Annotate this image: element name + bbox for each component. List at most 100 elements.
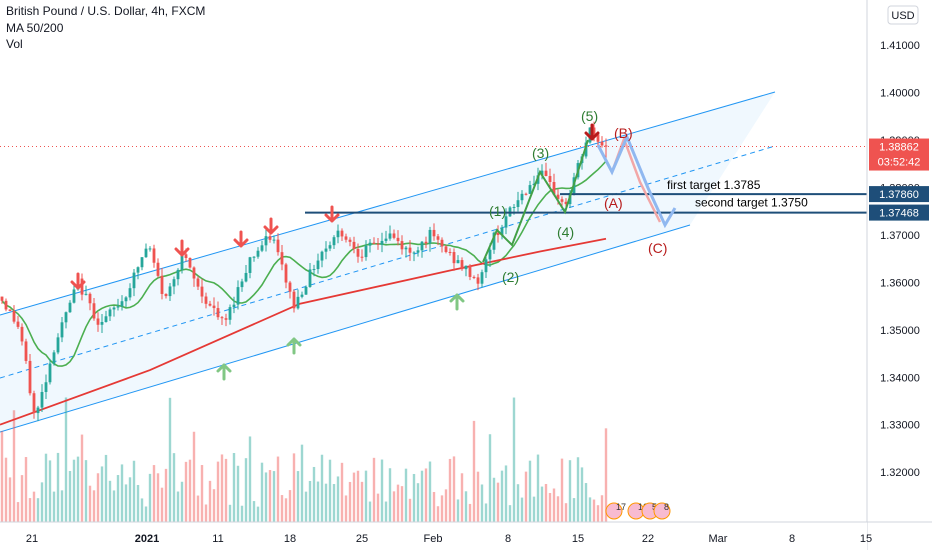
candle-body [592,127,596,135]
candle-body [384,238,388,241]
candle-body [504,216,508,228]
target-price-tag[interactable] [869,186,929,203]
candle-body [532,183,536,186]
volume-bar [336,476,340,522]
down-arrow-icon [584,123,600,141]
volume-bar [168,397,172,522]
candle-body [24,341,28,361]
candle-body [256,250,260,257]
volume-bar [196,495,200,522]
volume-bar [512,397,516,522]
volume-bar [52,491,56,522]
volume-bar [460,473,464,522]
wave-label: (1) [489,203,506,219]
y-tick-label: 1.36000 [880,277,920,289]
candle-body [192,267,196,279]
candle-body [404,247,408,250]
volume-bar [352,472,356,522]
channel-upper-line[interactable] [0,91,776,316]
candle-body [60,322,64,338]
candle-countdown: 03:52:42 [878,157,921,169]
down-arrow-icon [233,230,249,248]
candle-body [104,316,108,323]
candle-body [52,352,56,364]
volume-bar [36,498,40,522]
volume-bar [24,457,28,522]
volume-bar [480,484,484,522]
candle-body [168,286,172,297]
volume-bar [200,465,204,522]
volume-bar [568,460,572,522]
x-tick-label: 2021 [135,533,159,545]
target-price-value: 1.37860 [879,189,919,201]
candle-body [0,296,4,301]
down-arrow-icon [263,217,279,235]
candle-body [48,363,52,383]
currency-button[interactable] [887,5,919,25]
x-tick-label: 18 [284,533,296,545]
candle-body [548,176,552,183]
signal-arrows [70,123,600,381]
volume-bar [76,456,80,522]
candle-body [264,236,268,246]
volume-bar [536,454,540,522]
ma-indicator-label[interactable]: MA 50/200 [6,21,64,35]
candle-body [424,241,428,244]
candle-body [324,248,328,252]
candle-body [92,303,96,319]
candle-body [420,241,424,251]
candle-body [432,229,436,237]
volume-bar [148,473,152,522]
ma50-line[interactable] [1,160,607,367]
volume-indicator-label[interactable]: Vol [6,37,23,51]
y-tick-label: 1.37000 [880,230,920,242]
candle-body [448,251,452,253]
candle-body [164,293,168,297]
volume-bar [256,506,260,522]
channel-lower-line[interactable] [0,224,691,433]
last-price-tag[interactable] [869,138,929,171]
wave-label: (A) [604,195,623,211]
ma200-line[interactable] [0,237,607,426]
volume-bar [280,495,284,522]
wave-annotations: first target 1.3785 second target 1.3750 (… [482,108,808,285]
candle-body [228,307,232,320]
volume-bar [420,470,424,522]
candle-body [600,141,604,146]
volume-bar [552,488,556,522]
x-tick-label: 8 [789,533,795,545]
up-arrow-icon [286,337,302,355]
y-tick-label: 1.41000 [880,40,920,52]
candle-body [372,242,376,244]
candle-body [400,241,404,250]
candle-body [440,239,444,247]
volume-bar [304,491,308,522]
target-price-tag[interactable] [869,204,929,221]
second-target-label: second target 1.3750 [695,196,808,210]
candle-body [240,281,244,288]
volume-bar [68,470,72,522]
volume-bar [156,473,160,522]
volume-bar [408,498,412,522]
volume-bar [468,503,472,522]
candle-body [12,310,16,322]
candle-body [204,296,208,304]
candle-body [540,170,544,176]
candle-body [20,326,24,342]
volume-bar [12,410,16,522]
candle-body [336,230,340,238]
event-flag-icon[interactable] [605,502,623,520]
candle-body [80,278,84,295]
candle-body [392,233,396,238]
event-flag-icon[interactable] [653,502,671,520]
candle-body [512,207,516,209]
volume-bar [124,484,128,522]
volume-bar [40,482,44,522]
candle-body [32,393,36,414]
candle-body [292,291,296,309]
candle-body [224,318,228,320]
volume-bar [548,493,552,522]
volume-bar [228,504,232,522]
